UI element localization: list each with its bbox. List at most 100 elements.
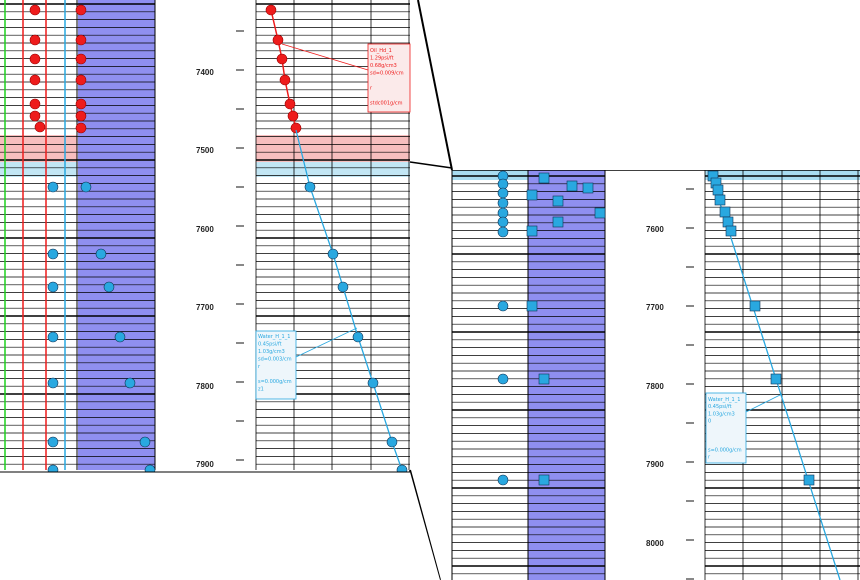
- water-pressure-point: [47, 377, 59, 389]
- water-pressure-point: [497, 178, 509, 190]
- right-water-zone-band: [452, 170, 528, 180]
- water-pressure-point: [47, 281, 59, 293]
- tiny-depth-tick: [236, 342, 244, 344]
- tiny-depth-tick: [236, 381, 244, 383]
- water-pressure-square: [566, 180, 578, 192]
- water-pressure-point: [497, 197, 509, 209]
- water-pressure-point: [47, 331, 59, 343]
- water-pressure-point: [386, 436, 398, 448]
- water-annotation-text: z1: [258, 387, 264, 393]
- tiny-depth-tick: [236, 459, 244, 461]
- oil-pressure-point: [290, 122, 302, 134]
- tiny-depth-tick: [236, 225, 244, 227]
- tiny-depth-tick: [236, 186, 244, 188]
- depth-label: 7600: [646, 225, 664, 234]
- tiny-depth-tick: [236, 108, 244, 110]
- water-pressure-square: [538, 474, 550, 486]
- water-pressure-point: [497, 187, 509, 199]
- water-annotation-text: Water_H_1_1: [708, 397, 740, 403]
- oil-pressure-point: [276, 53, 288, 65]
- left-log-panel: 7400 7500 7600 7700 7800 7900 Oil_Hd_1 1.29psi/…: [0, 0, 411, 476]
- tiny-depth-tick: [236, 69, 244, 71]
- oil-pressure-point: [284, 98, 296, 110]
- tiny-depth-tick: [686, 578, 694, 580]
- water-pressure-square: [538, 373, 550, 385]
- oil-annotation-text: Oil_Hd_1: [370, 48, 392, 54]
- tiny-depth-tick: [686, 461, 694, 463]
- water-pressure-point: [80, 181, 92, 193]
- tiny-depth-tick: [236, 264, 244, 266]
- water-pressure-point: [124, 377, 136, 389]
- water-pressure-square: [582, 182, 594, 194]
- water-pressure-square: [770, 373, 782, 385]
- left-oil-zone-band: [0, 135, 77, 162]
- water-annotation-leader: [295, 327, 358, 358]
- water-pressure-point: [497, 226, 509, 238]
- water-annotation-text: s=0.000g/cm: [708, 447, 742, 453]
- oil-pressure-point: [75, 74, 87, 86]
- depth-label: 7800: [646, 382, 664, 391]
- connector-mask-lower: [0, 472, 440, 580]
- water-annotation-text: r: [258, 364, 261, 370]
- water-annotation-text: r: [708, 455, 711, 461]
- water-pressure-square: [594, 207, 606, 219]
- oil-pressure-point: [287, 110, 299, 122]
- depth-label: 8000: [646, 539, 664, 548]
- oil-pressure-point: [75, 4, 87, 16]
- tiny-depth-tick: [686, 266, 694, 268]
- water-pressure-point: [497, 216, 509, 228]
- zoom-connector-upper: [417, 0, 453, 171]
- water-pressure-point: [47, 248, 59, 260]
- left-water-zone-band-2: [256, 162, 410, 177]
- water-pressure-square: [722, 216, 734, 228]
- water-pressure-square: [714, 194, 726, 206]
- oil-pressure-point: [29, 4, 41, 16]
- water-pressure-point: [47, 181, 59, 193]
- water-pressure-point: [337, 281, 349, 293]
- right-log-panel: 7600 7700 7800 7900 8000 Water_H_1_10.45psi/f…: [451, 169, 860, 580]
- water-annotation-text: s=0.000g/cm: [258, 379, 292, 385]
- tiny-depth-tick: [236, 147, 244, 149]
- water-annotation-text: 0.45psi/ft: [708, 404, 732, 410]
- water-pressure-square: [538, 172, 550, 184]
- depth-label: 7900: [196, 460, 214, 469]
- left-water-zone-band: [0, 162, 77, 177]
- oil-pressure-point: [75, 122, 87, 134]
- tiny-depth-tick: [686, 188, 694, 190]
- water-pressure-square: [552, 216, 564, 228]
- water-pressure-point: [497, 373, 509, 385]
- oil-pressure-point: [29, 110, 41, 122]
- oil-annotation-text: sd=0.009/cm: [370, 71, 404, 77]
- connector-mask: [410, 0, 860, 170]
- water-pressure-square: [719, 206, 731, 218]
- oil-pressure-point: [34, 121, 46, 133]
- oil-pressure-point: [75, 110, 87, 122]
- tiny-depth-tick: [686, 500, 694, 502]
- left-oil-zone-band-2: [256, 135, 410, 162]
- right-water-zone-band-2: [705, 170, 860, 180]
- depth-label: 7900: [646, 460, 664, 469]
- water-annotation-text: 1.03g/cm3: [258, 349, 285, 355]
- oil-pressure-point: [75, 34, 87, 46]
- oil-pressure-point: [265, 4, 277, 16]
- water-pressure-square: [725, 225, 737, 237]
- water-annotation-text: sd=0.003/cm: [258, 357, 292, 363]
- left-pressure-track-fill: [78, 0, 155, 470]
- tiny-depth-tick: [686, 383, 694, 385]
- oil-annotation-leader: [281, 43, 369, 71]
- oil-pressure-point: [29, 98, 41, 110]
- oil-pressure-point: [29, 74, 41, 86]
- oil-pressure-point: [75, 98, 87, 110]
- tiny-depth-tick: [686, 227, 694, 229]
- water-pressure-point: [497, 300, 509, 312]
- oil-annotation-box: [367, 43, 411, 113]
- water-annotation-text: Water_H_1_1: [258, 334, 290, 340]
- depth-label: 7700: [646, 303, 664, 312]
- water-annotation-leader: [745, 393, 783, 413]
- water-annotation-text: 0: [708, 419, 711, 425]
- water-pressure-square: [526, 225, 538, 237]
- water-pressure-point: [304, 181, 316, 193]
- water-annotation-text: 1.03g/cm3: [708, 411, 735, 417]
